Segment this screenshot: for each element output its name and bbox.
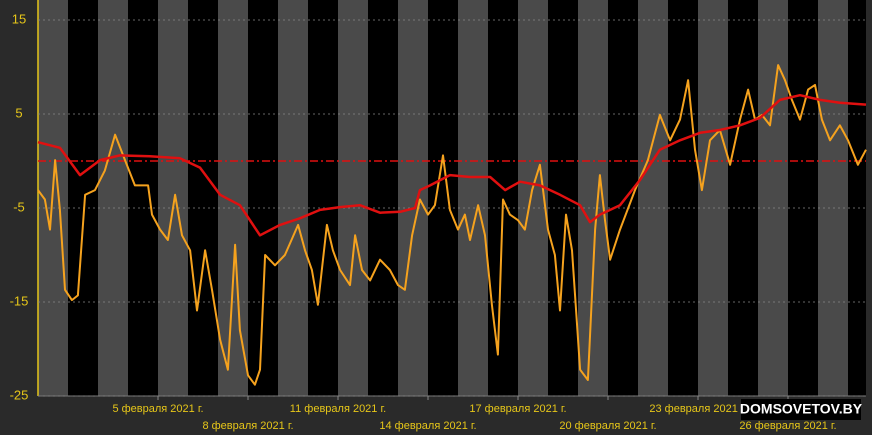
watermark: DOMSOVETOV.BY (740, 401, 863, 417)
x-tick-label: 5 февраля 2021 г. (112, 403, 203, 415)
x-tick-label: 14 февраля 2021 г. (379, 420, 476, 432)
series-line (37, 64, 867, 386)
x-tick-label: 11 февраля 2021 г. (290, 403, 386, 415)
y-tick-label: -25 (10, 387, 29, 402)
watermark-box (741, 399, 861, 420)
x-tick-label: 20 февраля 2021 г. (559, 420, 656, 432)
plot-background (38, 0, 866, 396)
x-tick-label: 8 февраля 2021 г. (202, 420, 293, 432)
labels: 15 5 -5 -15 -25 5 февраля 2021 г. 8 февраля 20… (10, 11, 837, 431)
y-tick-label: 5 (15, 105, 22, 120)
y-tick-label: -5 (13, 199, 25, 214)
series-line (37, 93, 867, 237)
series-lines (37, 64, 867, 386)
x-tick-label: 17 февраля 2021 г. (469, 403, 566, 415)
x-tick-label: 23 февраля 2021 г. (649, 403, 746, 415)
y-tick-label: 15 (12, 11, 26, 26)
x-tick-label: 26 февраля 2021 г. (739, 420, 836, 432)
y-tick-label: -15 (10, 293, 29, 308)
